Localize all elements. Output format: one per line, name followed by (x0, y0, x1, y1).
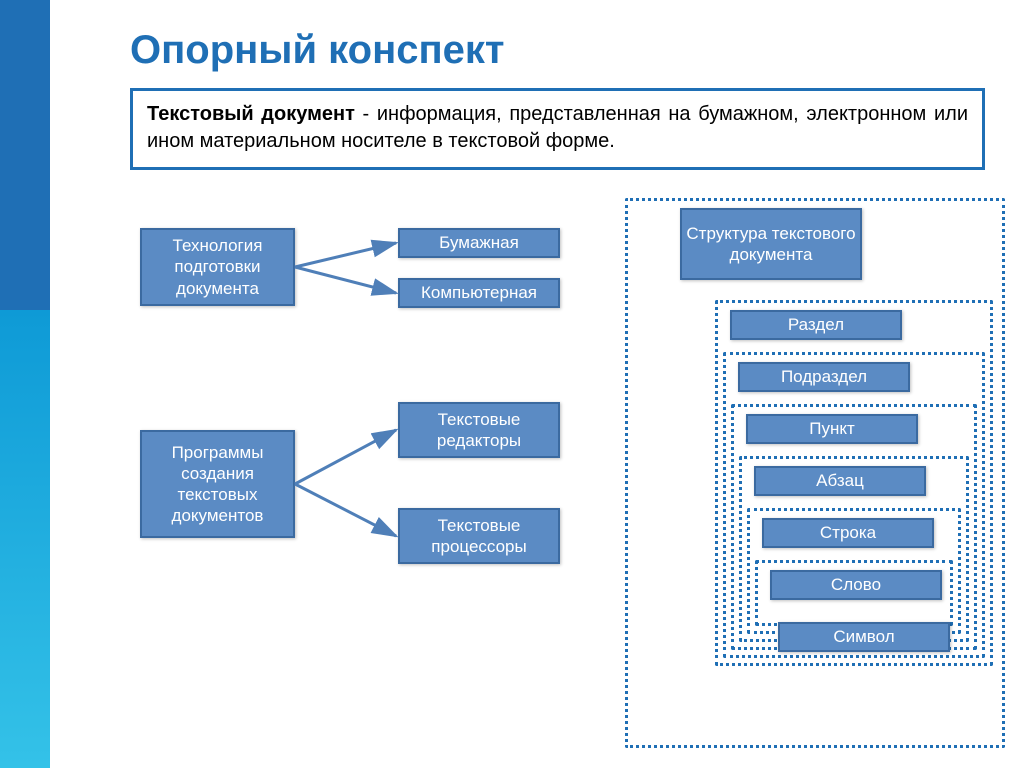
sidebar-bottom (0, 310, 50, 768)
node-processors: Текстовые процессоры (398, 508, 560, 564)
structure-level-1: Подраздел (738, 362, 910, 392)
page-title: Опорный конспект (130, 28, 505, 73)
node-structure-header: Структура текстового документа (680, 208, 862, 280)
structure-level-5: Слово (770, 570, 942, 600)
structure-level-6: Символ (778, 622, 950, 652)
structure-level-2: Пункт (746, 414, 918, 444)
structure-level-4: Строка (762, 518, 934, 548)
node-technology: Технология подготовки документа (140, 228, 295, 306)
sidebar-decor (0, 0, 50, 768)
structure-level-0: Раздел (730, 310, 902, 340)
definition-box: Текстовый документ - информация, предста… (130, 88, 985, 170)
node-editors: Текстовые редакторы (398, 402, 560, 458)
node-programs: Программы создания текстовых документов (140, 430, 295, 538)
definition-term: Текстовый документ (147, 103, 355, 125)
sidebar-top (0, 0, 50, 310)
node-paper: Бумажная (398, 228, 560, 258)
node-computer: Компьютерная (398, 278, 560, 308)
structure-level-3: Абзац (754, 466, 926, 496)
